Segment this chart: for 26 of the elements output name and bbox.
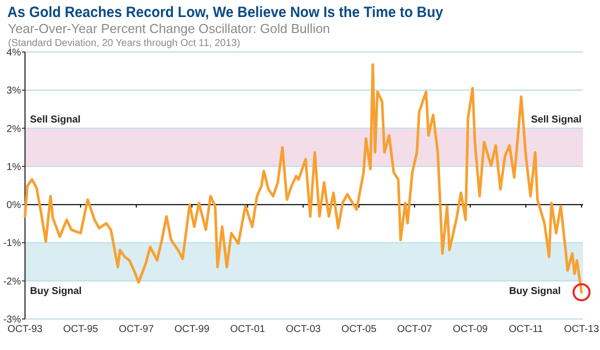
band-label: Sell Signal	[30, 114, 81, 126]
chart-subtitle: Year-Over-Year Percent Change Oscillator: Gold Bullion	[8, 21, 330, 36]
annotation: Sell Signal	[530, 114, 582, 126]
x-tick-label: OCT-05	[341, 324, 377, 335]
x-tick-label: OCT-93	[7, 324, 43, 335]
annotation: Buy Signal	[509, 286, 561, 297]
y-tick-label: 1%	[6, 162, 22, 173]
x-tick-label: OCT-13	[564, 324, 600, 335]
chart-title: As Gold Reaches Record Low, We Believe Now Is the Time to Buy	[7, 4, 444, 22]
x-tick-label: OCT-95	[63, 324, 99, 335]
y-tick-label: -2%	[3, 276, 22, 288]
x-tick-label: OCT-09	[452, 324, 488, 335]
y-tick-label: 0%	[6, 200, 22, 212]
x-tick-label: OCT-97	[118, 324, 154, 335]
x-tick-label: OCT-03	[286, 324, 322, 335]
x-tick-label: OCT-07	[397, 324, 432, 335]
y-tick-label: -3%	[3, 314, 22, 326]
x-tick-label: OCT-01	[230, 324, 266, 335]
x-tick-label: OCT-11	[508, 324, 544, 335]
y-tick-label: -1%	[3, 238, 22, 250]
band-label: Buy Signal	[30, 286, 82, 297]
y-tick-label: 2%	[6, 124, 22, 135]
y-tick-label: 3%	[6, 86, 22, 97]
y-tick-label: 4%	[6, 48, 22, 58]
x-tick-label: OCT-99	[174, 324, 210, 335]
text: (Standard Deviation, 20 Years through Oct 11, 2013)	[8, 38, 240, 49]
